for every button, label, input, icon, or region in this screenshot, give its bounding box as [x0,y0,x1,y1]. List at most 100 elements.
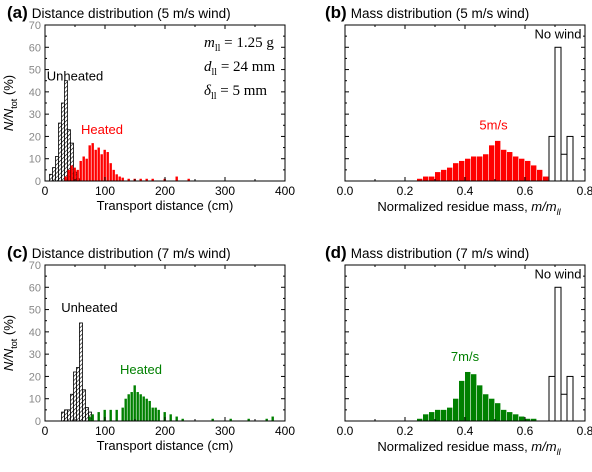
bar [70,165,73,181]
param-2: δll = 5 mm [204,83,267,102]
bar [465,158,471,181]
bar [211,418,214,421]
bar [145,178,148,181]
y-tick-label: 30 [29,349,41,361]
x-tick-label: 0.2 [397,184,414,198]
bar [139,178,142,181]
bar [513,156,519,181]
bar [489,398,495,421]
bar [435,172,441,181]
x-tick-label: 200 [155,184,175,198]
y-axis-label-sub: tot [9,338,19,349]
x-tick-label: 200 [155,424,175,438]
x-tick-label: 0.6 [517,424,534,438]
bar [64,80,68,182]
x-axis-label-sub: ll [557,447,562,457]
bar [49,173,53,182]
y-axis-label: N/Ntot (%) [1,315,19,371]
bar [154,407,157,421]
bar [145,398,148,421]
annotation-no-wind: No wind [535,266,582,281]
bar [151,178,154,181]
annotation-unheated: Unheated [47,69,103,84]
bar [175,416,178,421]
panel-letter: (b) [325,3,347,22]
bar [142,396,145,421]
bar [109,163,112,181]
panel-title: (a) Distance distribution (5 m/s wind) [7,3,231,22]
bar [94,149,97,181]
bar [435,409,441,421]
bar [247,418,250,421]
x-tick-label: 100 [95,184,115,198]
bar [106,152,109,181]
bar [471,156,477,181]
bar [187,178,190,181]
series-no-wind [548,46,574,182]
y-axis-label-n: N/N [1,348,16,371]
bar [91,414,94,421]
y-tick-label: 10 [29,154,41,166]
param-sub: ll [215,43,221,54]
bar [82,156,85,181]
param-symbol: δ [204,83,212,99]
panel-d: (d) Mass distribution (7 m/s wind) 0.0 0.2 0… [325,243,592,457]
x-tick-label: 0.0 [337,184,354,198]
x-tick-label: 0.4 [457,184,474,198]
bar [265,418,268,421]
annotation-7ms: 7m/s [451,349,480,364]
x-axis-label-sub: ll [557,207,562,217]
x-tick-label: 0.0 [337,424,354,438]
panel-title-text: Distance distribution (5 m/s wind) [32,6,231,21]
y-tick-label: 40 [29,87,41,99]
bar [501,409,507,421]
panel-title: (d) Mass distribution (7 m/s wind) [325,243,529,262]
panel-letter: (d) [325,243,347,262]
x-tick-label: 400 [275,184,295,198]
bar [100,154,103,181]
bar [495,403,501,421]
y-tick-label: 40 [29,327,41,339]
bar [70,393,74,422]
bar [133,385,136,421]
bar [429,176,435,181]
bar [525,418,531,421]
bar [477,156,483,181]
bar [560,153,568,182]
bar [64,409,68,422]
bar [88,416,91,421]
bar [118,176,121,181]
bar [88,145,91,181]
x-tick-label: 100 [95,424,115,438]
x-tick-label: 0.8 [577,184,592,198]
bar [175,176,178,181]
param-sub: ll [211,91,217,102]
x-axis-label-m: m/m [531,199,556,214]
y-axis-label-unit: (%) [1,315,16,339]
bar [507,152,513,181]
annotation-heated: Heated [81,122,123,137]
bar [548,135,556,182]
bar [465,371,471,421]
panel-title: (b) Mass distribution (5 m/s wind) [325,3,529,22]
bar [103,149,106,181]
bar [55,156,59,182]
y-tick-label: 20 [29,131,41,143]
bar [453,398,459,421]
y-tick-label: 60 [29,42,41,54]
param-symbol: m [204,35,215,51]
series-7m-s [417,371,537,421]
bar [127,178,130,181]
bar [459,160,465,181]
y-tick-label: 50 [29,305,41,317]
bar [136,392,139,421]
bar [85,407,89,422]
y-axis-label-unit: (%) [1,75,16,99]
bar [109,409,112,421]
bar [148,400,151,421]
bar [271,416,274,421]
bar [115,409,118,421]
bar [471,374,477,421]
bar [121,177,124,181]
